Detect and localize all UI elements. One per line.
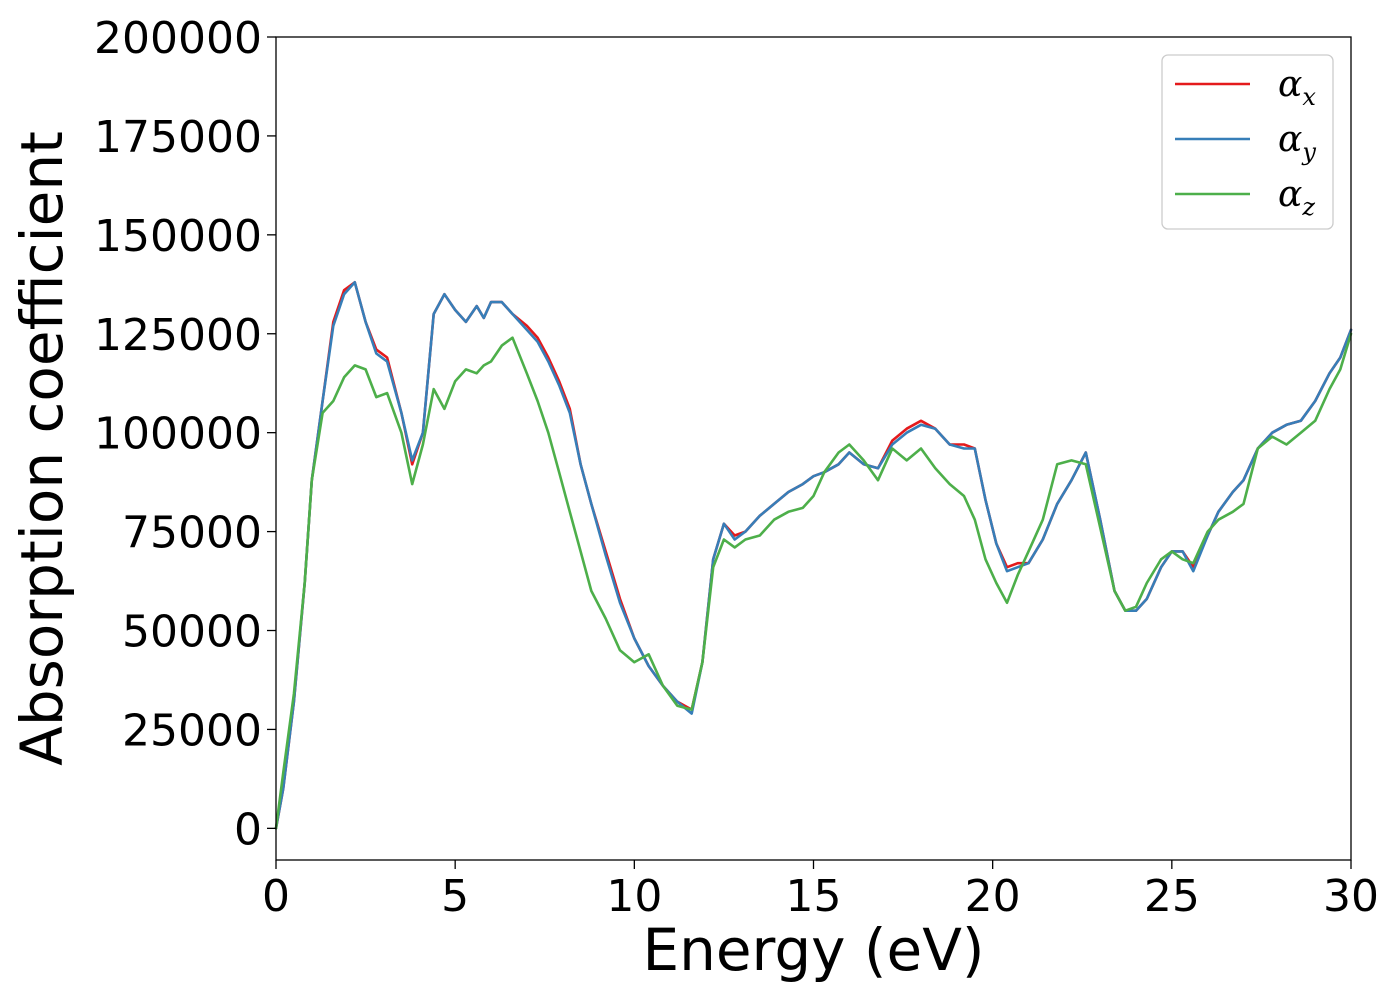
x-tick-label: 25 [1144,871,1200,922]
legend-label-subscript: z [1301,193,1315,221]
legend-label-y: αy [1278,119,1316,166]
x-tick-label: 10 [606,871,662,922]
y-tick-label: 100000 [94,409,262,460]
legend-label-symbol: α [1278,119,1302,160]
x-axis-title: Energy (eV) [642,916,984,984]
y-tick-label: 125000 [94,310,262,361]
legend-label-symbol: α [1278,174,1302,215]
y-tick-label: 50000 [122,607,262,658]
legend-label-subscript: x [1302,83,1316,111]
y-axis-title: Absorption coefficient [8,131,76,766]
x-tick-label: 5 [441,871,469,922]
x-tick-label: 15 [786,871,842,922]
legend-label-x: αx [1278,64,1316,111]
legend-label-subscript: y [1301,138,1316,166]
y-axis: 0 25000 50000 75000 100000 125000 150000 175000… [94,13,276,855]
series-layer [274,280,1353,830]
series-line-y [274,280,1353,830]
y-tick-label: 0 [234,804,262,855]
y-tick-label: 75000 [122,508,262,559]
y-tick-label: 150000 [94,211,262,262]
legend-label-z: αz [1278,174,1315,221]
y-tick-label: 200000 [94,13,262,64]
series-line-z [274,332,1353,830]
y-tick-label: 175000 [94,112,262,163]
x-tick-label: 20 [965,871,1021,922]
x-tick-label: 30 [1323,871,1379,922]
y-tick-label: 25000 [122,705,262,756]
x-axis: 0 5 10 15 20 25 30 [262,860,1379,922]
legend-label-symbol: α [1278,64,1302,105]
x-tick-label: 0 [262,871,290,922]
legend-box [1161,54,1334,230]
